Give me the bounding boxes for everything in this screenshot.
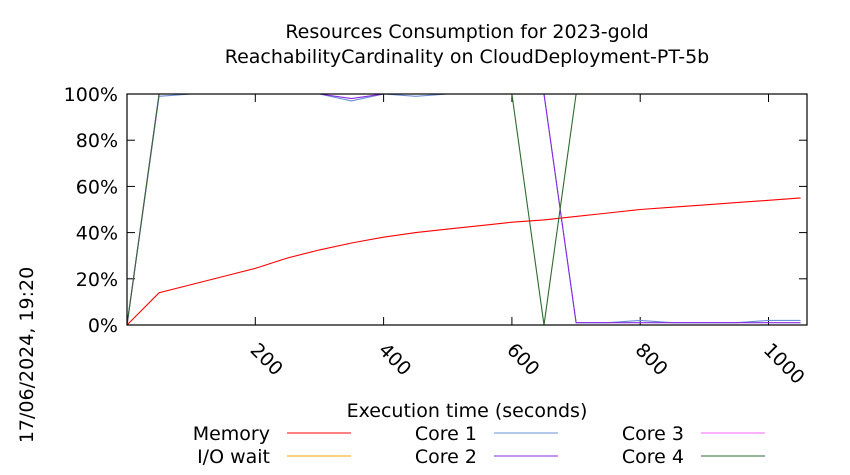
y-tick-label: 40%	[76, 223, 118, 245]
y-tick-label: 0%	[88, 315, 118, 337]
x-tick-label: 400	[374, 339, 415, 380]
legend-label-i-o-wait: I/O wait	[197, 446, 270, 468]
series-line-core-2	[126, 93, 801, 326]
legend-label-core-4: Core 4	[622, 446, 684, 468]
chart-title: Resources Consumption for 2023-gold	[285, 21, 648, 43]
legend-label-core-2: Core 2	[415, 446, 477, 468]
tick-marks	[127, 93, 807, 326]
timestamp-label: 17/06/2024, 19:20	[16, 267, 38, 443]
y-tick-label: 100%	[64, 84, 118, 106]
x-tick-label: 800	[631, 339, 672, 380]
series-lines	[126, 93, 801, 326]
y-tick-labels: 0% 20% 40% 60% 80% 100%	[64, 84, 118, 337]
chart-subtitle: ReachabilityCardinality on CloudDeployme…	[225, 46, 709, 68]
legend-label-memory: Memory	[193, 423, 270, 445]
y-tick-label: 80%	[76, 130, 118, 152]
series-line-core-4	[126, 93, 801, 326]
series-line-core-3	[126, 93, 801, 326]
legend-label-core-1: Core 1	[415, 423, 477, 445]
x-tick-label: 600	[502, 339, 543, 380]
y-tick-label: 20%	[76, 269, 118, 291]
y-tick-label: 60%	[76, 176, 118, 198]
x-tick-label: 1000	[759, 339, 809, 389]
legend-label-core-3: Core 3	[622, 423, 684, 445]
series-line-core-1	[126, 93, 801, 326]
x-tick-label: 200	[246, 339, 287, 380]
series-line-memory	[126, 197, 801, 326]
x-axis-label: Execution time (seconds)	[347, 400, 588, 422]
x-tick-labels: 200 400 600 800 1000	[246, 339, 809, 389]
plot-frame	[126, 93, 808, 326]
